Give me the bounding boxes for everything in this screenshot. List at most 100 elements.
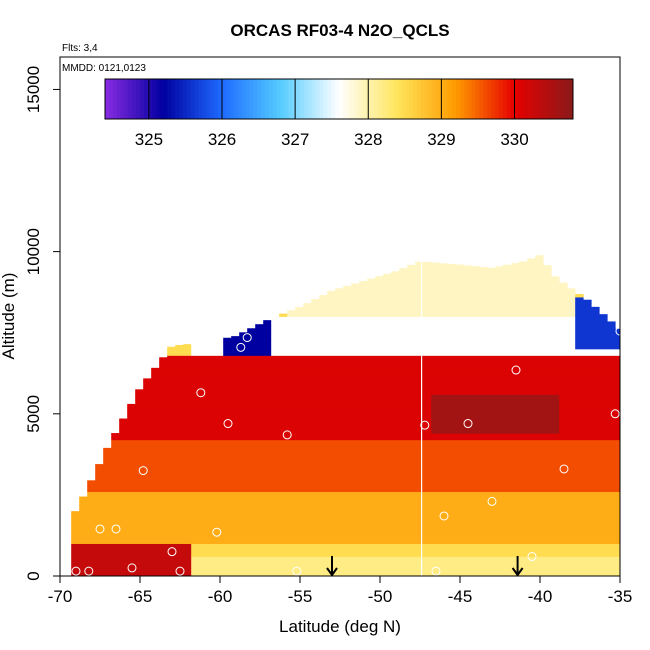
arrow-head (326, 567, 338, 577)
heatmap-cell (287, 472, 296, 480)
heatmap-cell (327, 478, 336, 486)
heatmap-cell (375, 478, 384, 486)
heatmap-cell (271, 439, 280, 447)
heatmap-cell (527, 491, 536, 499)
heatmap-cell (431, 485, 440, 493)
heatmap-cell (359, 374, 368, 382)
heatmap-cell (175, 504, 184, 512)
heatmap-cell (391, 511, 400, 519)
heatmap-cell (383, 472, 392, 480)
heatmap-cell (439, 465, 448, 473)
heatmap-cell (511, 316, 520, 324)
heatmap-cell (151, 439, 160, 447)
heatmap-cell (559, 322, 568, 330)
heatmap-cell (487, 511, 496, 519)
heatmap-cell (423, 394, 432, 402)
heatmap-cell (511, 263, 520, 265)
heatmap-cell (439, 355, 448, 363)
heatmap-cell (599, 446, 608, 454)
heatmap-cell (559, 543, 568, 551)
heatmap-cell (439, 420, 448, 428)
heatmap-cell (407, 426, 416, 434)
heatmap-cell (535, 569, 544, 577)
heatmap-cell (431, 537, 440, 544)
heatmap-cell (167, 550, 176, 557)
heatmap-cell (559, 439, 568, 447)
heatmap-cell (383, 446, 392, 454)
heatmap-cell (199, 381, 208, 389)
heatmap-cell (599, 543, 608, 551)
heatmap-cell (591, 335, 600, 343)
heatmap-cell (95, 478, 104, 486)
colorbar-segment (506, 79, 512, 119)
heatmap-cell (407, 446, 416, 454)
heatmap-cell (247, 400, 256, 408)
heatmap-cell (559, 504, 568, 512)
heatmap-cell (407, 498, 416, 506)
heatmap-cell (487, 400, 496, 408)
heatmap-cell (367, 459, 376, 467)
heatmap-cell (175, 478, 184, 486)
heatmap-cell (423, 426, 432, 434)
heatmap-cell (159, 504, 168, 512)
heatmap-cell (495, 543, 504, 551)
heatmap-cell (487, 472, 496, 480)
heatmap-cell (231, 537, 240, 544)
heatmap-cell (503, 459, 512, 467)
heatmap-cell (79, 530, 88, 538)
heatmap-cell (511, 433, 520, 441)
heatmap-cell (391, 563, 400, 570)
heatmap-cell (351, 407, 360, 415)
heatmap-cell (335, 478, 344, 486)
colorbar: 325 326 327 328 329 330 (104, 78, 574, 149)
heatmap-cell (343, 563, 352, 570)
colorbar-segment (171, 79, 176, 119)
heatmap-cell (471, 297, 480, 304)
heatmap-cell (431, 439, 440, 447)
heatmap-cell (303, 303, 312, 311)
colorbar-segment (502, 79, 508, 119)
heatmap-cell (295, 348, 304, 356)
heatmap-cell (135, 524, 144, 531)
heatmap-cell (391, 342, 400, 350)
heatmap-cell (543, 472, 552, 480)
heatmap-cell (319, 420, 328, 428)
heatmap-cell (559, 524, 568, 531)
heatmap-cell (591, 556, 600, 564)
heatmap-cell (439, 426, 448, 434)
heatmap-cell (271, 381, 280, 389)
heatmap-cell (367, 543, 376, 551)
heatmap-cell (287, 459, 296, 467)
heatmap-cell (95, 498, 104, 506)
heatmap-cell (519, 569, 528, 577)
heatmap-cell (551, 277, 560, 285)
colorbar-segment (374, 79, 379, 119)
heatmap-cell (271, 524, 280, 531)
heatmap-cell (319, 381, 328, 389)
heatmap-cell (375, 439, 384, 447)
heatmap-cell (255, 563, 264, 570)
heatmap-cell (311, 374, 320, 382)
heatmap-cell (119, 465, 128, 473)
heatmap-cell (191, 394, 200, 402)
heatmap-cell (279, 329, 288, 337)
colorbar-segment (288, 79, 293, 119)
heatmap-cell (375, 361, 384, 369)
heatmap-cell (575, 433, 584, 441)
heatmap-cell (471, 310, 480, 317)
heatmap-cell (455, 355, 464, 363)
heatmap-cell (431, 262, 440, 265)
heatmap-cell (231, 465, 240, 473)
colorbar-segment (545, 79, 551, 119)
heatmap-cell (87, 537, 96, 544)
heatmap-cell (479, 277, 488, 285)
heatmap-cell (343, 556, 352, 564)
heatmap-cell (175, 524, 184, 531)
heatmap-cell (399, 485, 408, 493)
colorbar-segment (389, 79, 395, 119)
heatmap-cell (599, 517, 608, 525)
heatmap-cell (551, 387, 560, 395)
heatmap-cell (471, 569, 480, 577)
heatmap-cell (215, 530, 224, 538)
heatmap-cell (399, 361, 408, 369)
